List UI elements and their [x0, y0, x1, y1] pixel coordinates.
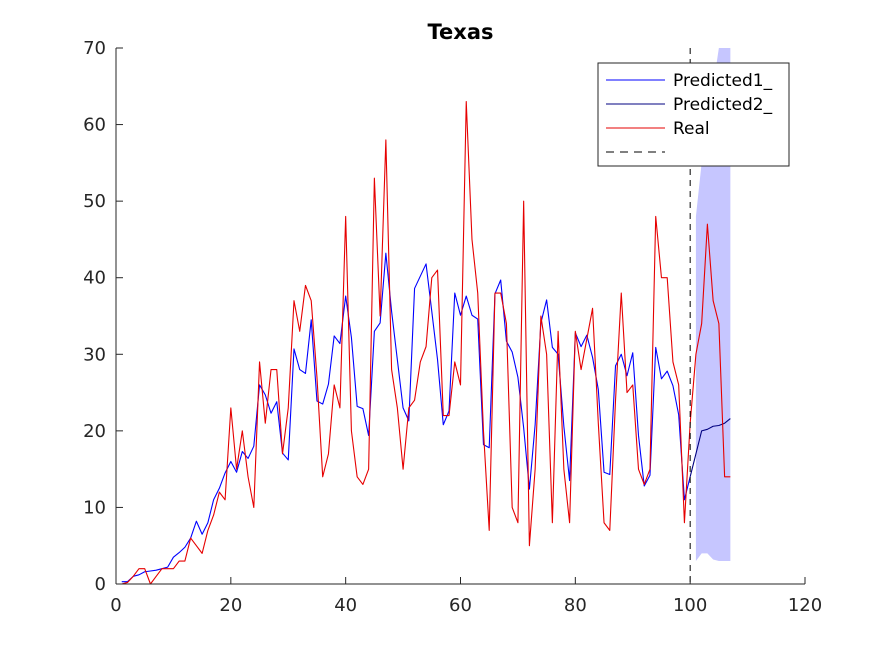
y-tick-label: 50: [83, 191, 106, 212]
x-tick-label: 20: [219, 595, 242, 616]
y-tick-label: 70: [83, 38, 106, 59]
prediction-band: [695, 48, 731, 562]
series-line-real: [121, 101, 731, 585]
y-tick-label: 30: [83, 344, 106, 365]
x-tick-label: 40: [334, 595, 357, 616]
axes: 0 20 40 60 80 100 120 0 10 20 30 40 50 60 70: [83, 38, 822, 616]
lines-layer: [121, 101, 731, 585]
legend-label: Predicted2_: [673, 95, 773, 115]
legend: Predicted1_ Predicted2_ Real: [597, 62, 790, 167]
x-tick-label: 0: [110, 595, 121, 616]
legend-label: Predicted1_: [673, 71, 773, 91]
y-tick-label: 0: [95, 574, 106, 595]
x-tick-label: 60: [449, 595, 472, 616]
x-tick-label: 100: [673, 595, 707, 616]
y-tick-label: 10: [83, 497, 106, 518]
chart-title: Texas: [428, 20, 494, 44]
y-tick-label: 20: [83, 421, 106, 442]
series-line-predicted2: [689, 418, 731, 477]
legend-label: Real: [673, 119, 710, 139]
y-tick-label: 40: [83, 268, 106, 289]
band-layer: [695, 48, 731, 562]
y-tick-label: 60: [83, 115, 106, 136]
x-tick-label: 120: [788, 595, 822, 616]
x-tick-label: 80: [564, 595, 587, 616]
